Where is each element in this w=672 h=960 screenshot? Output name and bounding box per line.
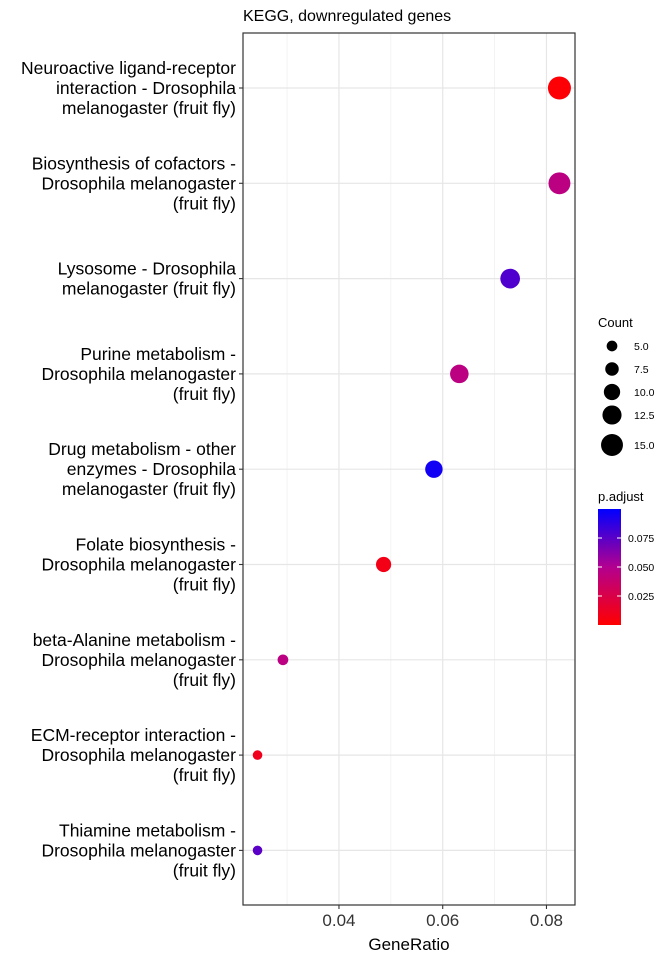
x-tick-label: 0.04 bbox=[322, 911, 355, 930]
data-point bbox=[252, 750, 263, 760]
count-legend-label: 10.0 bbox=[634, 387, 655, 399]
x-tick-label: 0.08 bbox=[530, 911, 563, 930]
y-axis: Neuroactive ligand-receptor interaction -… bbox=[21, 58, 243, 880]
count-legend-key bbox=[602, 405, 622, 425]
count-legend-key bbox=[606, 340, 618, 352]
x-axis: 0.04 0.06 0.08 bbox=[322, 905, 563, 930]
data-point bbox=[252, 845, 263, 856]
count-legend: Count 5.0 7.5 10.0 12.5 15.0 bbox=[598, 315, 655, 456]
p-adjust-legend: p.adjust 0.025 0.050 0.075 bbox=[598, 489, 654, 625]
data-point bbox=[375, 556, 392, 573]
y-tick-label: beta-Alanine metabolism -Drosophila mela… bbox=[33, 630, 236, 690]
p-adjust-tick-label: 0.050 bbox=[628, 562, 654, 574]
count-legend-key bbox=[603, 383, 621, 401]
count-legend-label: 5.0 bbox=[634, 341, 649, 353]
chart-title: KEGG, downregulated genes bbox=[243, 8, 451, 25]
y-tick-label: Lysosome - Drosophila melanogaster (fruit… bbox=[58, 259, 237, 299]
p-adjust-tick-label: 0.075 bbox=[628, 533, 654, 545]
count-legend-label: 7.5 bbox=[634, 364, 649, 376]
count-legend-key bbox=[605, 362, 619, 376]
y-tick-label: Purine metabolism -Drosophila melanogast… bbox=[41, 344, 236, 404]
data-point bbox=[547, 76, 571, 100]
data-points bbox=[252, 76, 571, 856]
count-legend-key bbox=[601, 434, 623, 456]
y-tick-label: Drug metabolism - other enzymes - Drosoph… bbox=[48, 439, 236, 499]
count-legend-title: Count bbox=[598, 315, 633, 330]
data-point bbox=[450, 364, 469, 384]
data-point bbox=[500, 268, 520, 289]
data-point bbox=[277, 654, 289, 666]
data-point bbox=[425, 460, 443, 478]
y-tick-label: Biosynthesis of cofactors -Drosophila me… bbox=[32, 153, 236, 213]
p-adjust-legend-title: p.adjust bbox=[598, 489, 644, 504]
data-point bbox=[548, 172, 571, 195]
p-adjust-tick-label: 0.025 bbox=[628, 591, 654, 603]
y-tick-label: Folate biosynthesis -Drosophila melanoga… bbox=[41, 535, 236, 595]
panel-grid bbox=[243, 33, 575, 905]
p-adjust-colorbar bbox=[598, 509, 621, 625]
count-legend-label: 12.5 bbox=[634, 410, 655, 422]
y-tick-label: Neuroactive ligand-receptor interaction -… bbox=[21, 58, 236, 118]
y-tick-label: Thiamine metabolism -Drosophila melanoga… bbox=[41, 820, 236, 880]
count-legend-label: 15.0 bbox=[634, 440, 655, 452]
x-tick-label: 0.06 bbox=[426, 911, 459, 930]
x-axis-label: GeneRatio bbox=[368, 935, 449, 954]
y-tick-label: ECM-receptor interaction -Drosophila mel… bbox=[31, 725, 236, 785]
